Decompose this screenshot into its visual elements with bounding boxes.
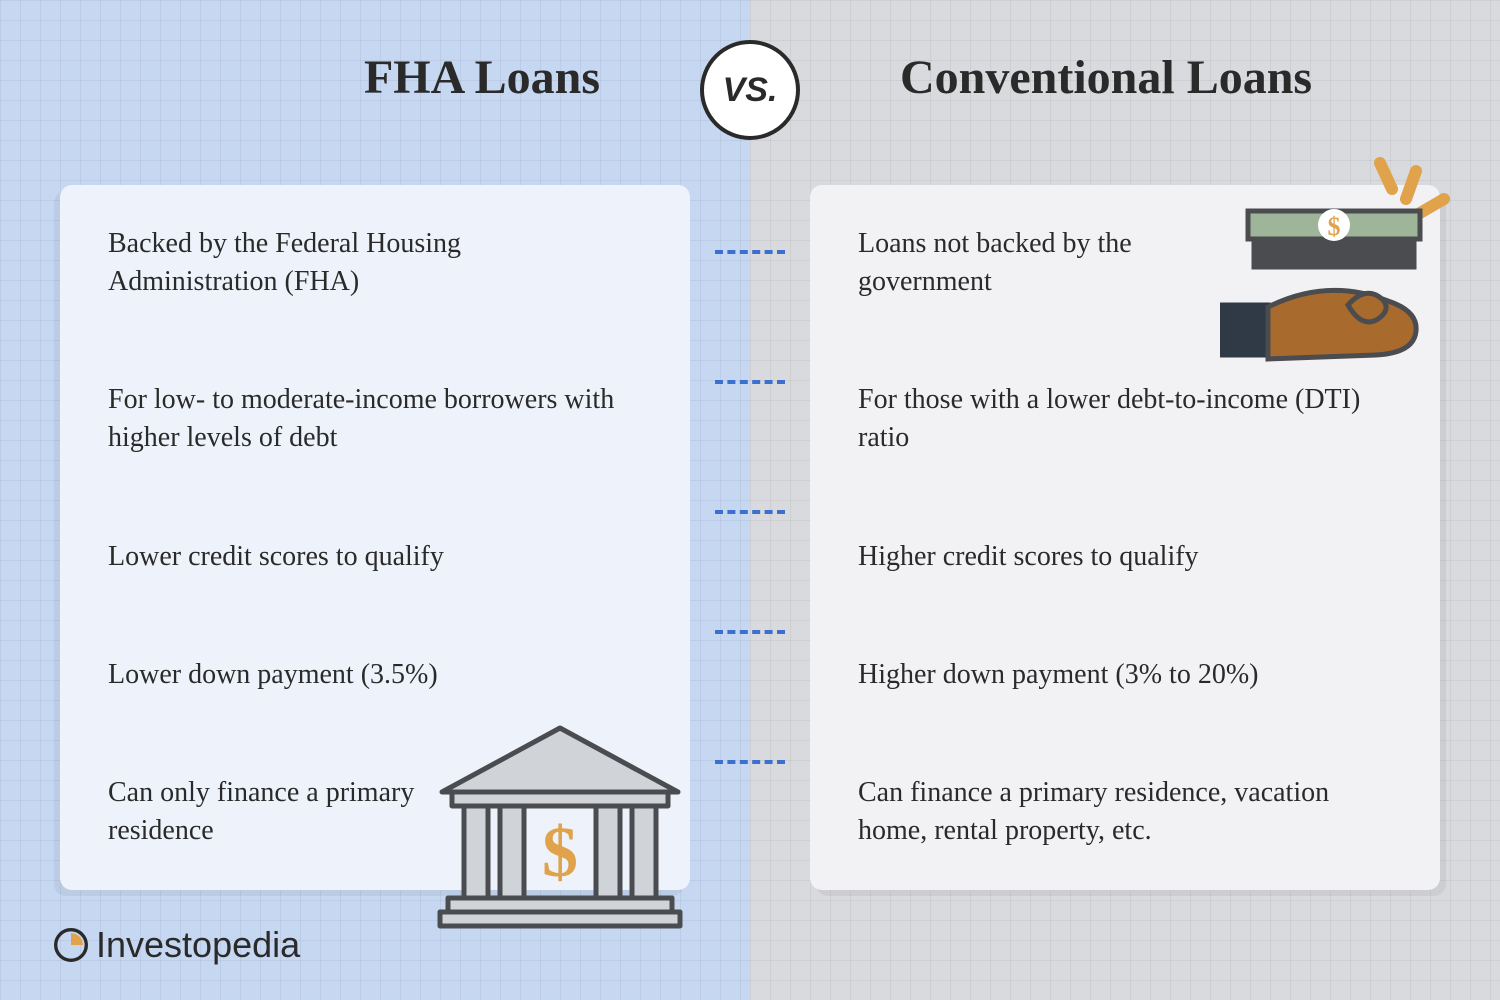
svg-text:$: $ [1328, 212, 1341, 241]
connector-5 [715, 760, 785, 764]
fha-point-4: Lower down payment (3.5%) [108, 656, 628, 694]
brand-logo-icon [54, 928, 88, 962]
conv-point-4: Higher down payment (3% to 20%) [858, 656, 1378, 694]
fha-point-2: For low- to moderate-income borrowers wi… [108, 381, 628, 457]
connector-3 [715, 510, 785, 514]
conv-point-2: For those with a lower debt-to-income (D… [858, 381, 1378, 457]
svg-text:$: $ [542, 812, 578, 892]
connector-1 [715, 250, 785, 254]
hand-money-icon: $ [1220, 155, 1460, 375]
heading-fha: FHA Loans [364, 50, 600, 105]
fha-point-3: Lower credit scores to qualify [108, 538, 628, 576]
bank-icon: $ [430, 720, 690, 930]
conv-point-1: Loans not backed by the government [858, 225, 1178, 301]
conv-point-5: Can finance a primary residence, vacatio… [858, 774, 1378, 850]
heading-conventional: Conventional Loans [900, 50, 1312, 105]
vs-label: VS. [723, 71, 778, 110]
brand-name: Investopedia [96, 924, 300, 966]
connector-4 [715, 630, 785, 634]
fha-point-5: Can only finance a primary residence [108, 774, 428, 850]
brand: Investopedia [54, 924, 300, 966]
connector-2 [715, 380, 785, 384]
conv-point-3: Higher credit scores to qualify [858, 538, 1378, 576]
fha-point-1: Backed by the Federal Housing Administra… [108, 225, 628, 301]
vs-badge: VS. [700, 40, 800, 140]
panel-conventional: Conventional Loans Loans not backed by t… [750, 0, 1500, 1000]
